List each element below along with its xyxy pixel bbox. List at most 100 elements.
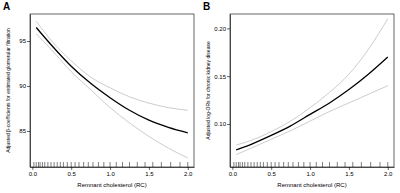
rug-tick	[352, 162, 353, 167]
y-tick: 90	[19, 83, 30, 89]
x-axis-line	[31, 167, 195, 168]
rug-tick	[67, 162, 68, 167]
y-axis-line	[230, 15, 231, 168]
y-tick-label: 95	[19, 38, 26, 44]
rug-tick	[361, 162, 362, 167]
plot-frame	[30, 14, 194, 167]
x-tick-label: 0.5	[268, 171, 277, 177]
rug-tick	[98, 162, 99, 167]
rug-tick	[260, 162, 261, 167]
rug-tick	[92, 162, 93, 167]
y-tick: 95	[19, 38, 30, 44]
y-tick-mark	[227, 124, 230, 125]
y-tick-mark	[27, 86, 30, 87]
rug-tick	[278, 162, 279, 167]
y-tick-label: 90	[19, 83, 26, 89]
rug-tick	[122, 162, 123, 167]
rug-tick	[303, 162, 304, 167]
rug-tick	[292, 162, 293, 167]
rug-tick	[380, 162, 381, 167]
rug-tick	[310, 162, 311, 167]
rug-tick	[83, 162, 84, 167]
y-axis-title: Adjusted β-coefficients for estimated gl…	[5, 28, 11, 153]
rug-tick	[60, 162, 61, 167]
x-axis-title: Remnant cholesterol (RC)	[277, 182, 346, 188]
x-tick-mark	[388, 167, 389, 170]
rug-tick	[244, 162, 245, 167]
rug-tick	[38, 162, 39, 167]
rug-tick	[40, 162, 41, 167]
rug-tick	[103, 162, 104, 167]
x-axis: 0.00.51.01.52.0	[229, 167, 395, 177]
x-tick-mark	[32, 167, 33, 170]
rug-tick	[238, 162, 239, 167]
x-axis-line	[231, 167, 395, 168]
panel-label: B	[203, 1, 210, 12]
x-tick-label: 2.0	[184, 171, 193, 177]
x-tick: 2.0	[384, 167, 393, 177]
rug-tick	[54, 162, 55, 167]
y-tick-label: 0.15	[214, 74, 226, 80]
rug-tick	[71, 162, 72, 167]
rug-tick	[145, 162, 146, 167]
x-tick-label: 2.0	[384, 171, 393, 177]
y-tick-label: 0.20	[214, 26, 226, 32]
rug-tick	[242, 162, 243, 167]
rug-tick	[345, 162, 346, 167]
rug-tick	[254, 162, 255, 167]
x-tick-label: 0.0	[29, 171, 38, 177]
rug-tick	[88, 162, 89, 167]
x-tick-label: 1.5	[145, 171, 154, 177]
x-axis-title: Remnant cholesterol (RC)	[77, 182, 146, 188]
rug-tick	[170, 162, 171, 167]
rug-tick	[161, 162, 162, 167]
rug-tick	[257, 162, 258, 167]
rug-tick	[33, 162, 34, 167]
plot-frame	[230, 14, 394, 167]
rug-tick	[42, 162, 43, 167]
x-tick: 1.5	[145, 167, 154, 177]
panel: 0.0 0.5 1.0 1.5 2.0 85 90 95 Remnant cholesterol…	[5, 14, 195, 188]
x-tick-mark	[232, 167, 233, 170]
rug-tick	[337, 162, 338, 167]
rug-tick	[370, 162, 371, 167]
rug-tick	[57, 162, 58, 167]
rug-tick	[50, 162, 51, 167]
x-tick: 1.0	[106, 167, 115, 177]
x-tick: 0.5	[68, 167, 77, 177]
rug-tick	[47, 162, 48, 167]
y-axis-line	[30, 15, 31, 168]
rug-tick	[267, 162, 268, 167]
rug-tick	[180, 162, 181, 167]
panel: 0.00.51.01.52.00.100.150.20Remnant chole…	[205, 14, 395, 188]
rug-tick	[137, 162, 138, 167]
rug-tick	[322, 162, 323, 167]
x-axis: 0.0 0.5 1.0 1.5 2.0	[29, 167, 195, 177]
x-tick-mark	[149, 167, 150, 170]
x-tick-mark	[310, 167, 311, 170]
rug-tick	[316, 162, 317, 167]
y-tick: 0.15	[214, 74, 230, 80]
x-tick-mark	[349, 167, 350, 170]
y-axis-title: Adjusted log-ORs for chronic kidney dise…	[205, 41, 211, 140]
y-tick-label: 85	[19, 128, 26, 134]
rug-tick	[275, 162, 276, 167]
y-tick: 0.20	[214, 26, 230, 32]
rug-tick	[63, 162, 64, 167]
x-tick-label: 0.0	[229, 171, 238, 177]
x-tick: 0.0	[229, 167, 238, 177]
rug-tick	[387, 162, 388, 167]
ci-line	[36, 34, 188, 158]
x-tick-mark	[71, 167, 72, 170]
rug-tick	[44, 162, 45, 167]
x-tick-mark	[188, 167, 189, 170]
y-tick-mark	[27, 41, 30, 42]
rug-tick	[152, 162, 153, 167]
rug-tick	[329, 162, 330, 167]
y-tick-mark	[227, 76, 230, 77]
rug-tick	[240, 162, 241, 167]
rug-tick	[129, 162, 130, 167]
x-tick: 1.5	[345, 167, 354, 177]
rug-tick	[298, 162, 299, 167]
x-tick: 0.5	[268, 167, 277, 177]
